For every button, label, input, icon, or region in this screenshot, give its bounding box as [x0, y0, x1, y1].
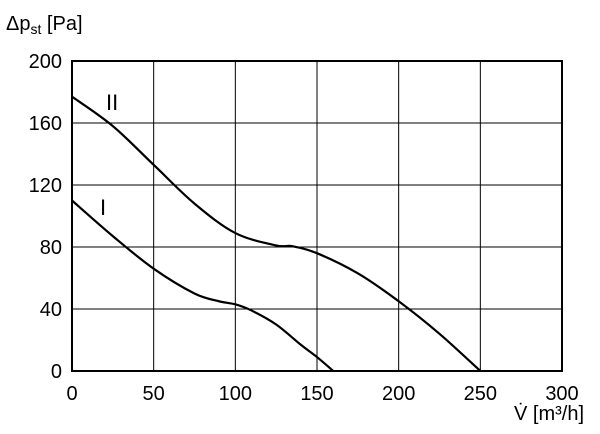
curves — [71, 95, 482, 372]
y-tick-label: 80 — [40, 237, 62, 259]
x-tick-label: 150 — [300, 383, 333, 405]
x-tick-label: 50 — [143, 383, 165, 405]
x-tick-label: 250 — [464, 383, 497, 405]
series-line-i — [71, 199, 335, 372]
x-tick-label: 300 — [545, 383, 578, 405]
x-axis-title: V̇ [m³/h] — [514, 403, 584, 425]
series-label-ii: II — [106, 90, 118, 115]
x-tick-label: 0 — [66, 383, 77, 405]
y-tick-labels: 0 40 80 120 160 200 — [29, 51, 62, 383]
plot-frame — [71, 60, 563, 372]
x-tick-label: 200 — [382, 383, 415, 405]
y-tick-label: 0 — [51, 361, 62, 383]
y-tick-label: 160 — [29, 113, 62, 135]
y-tick-label: 120 — [29, 175, 62, 197]
grid — [72, 61, 562, 371]
x-tick-label: 100 — [219, 383, 252, 405]
series-line-ii — [71, 95, 482, 372]
y-tick-label: 40 — [40, 299, 62, 321]
x-tick-labels: 0 50 100 150 200 250 300 — [66, 383, 578, 405]
y-tick-label: 200 — [29, 51, 62, 73]
y-axis-title: Δpst [Pa] — [6, 13, 83, 37]
series-label-i: I — [100, 195, 106, 220]
